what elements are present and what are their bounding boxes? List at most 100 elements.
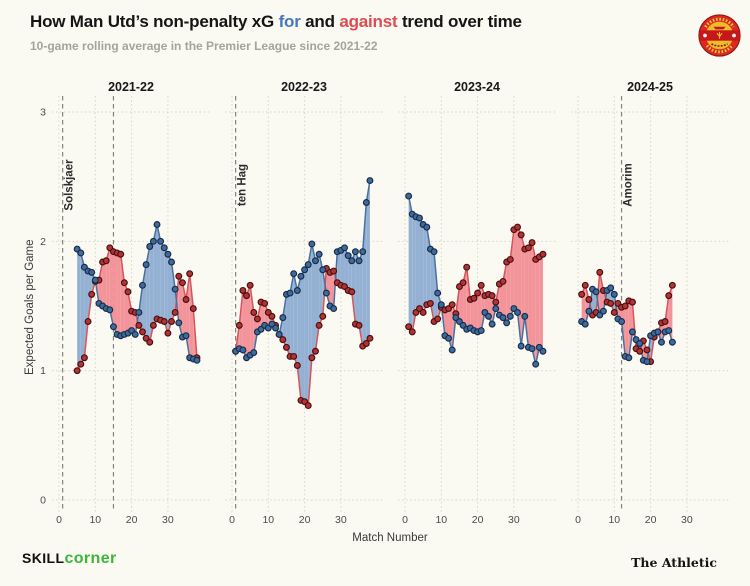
xg-for-point bbox=[521, 312, 529, 320]
xg-for-point bbox=[91, 276, 99, 284]
xg-for-point bbox=[506, 312, 514, 320]
xg-against-point bbox=[668, 281, 676, 289]
svg-text:10: 10 bbox=[608, 514, 620, 526]
xg-for-point bbox=[628, 328, 636, 336]
facet-2024-25: 0 10 20 30 2024-25 Amorim bbox=[571, 80, 729, 526]
svg-text:20: 20 bbox=[126, 514, 138, 526]
xg-for-point bbox=[445, 334, 453, 342]
xg-for-point bbox=[157, 237, 165, 245]
xg-against-point bbox=[189, 305, 197, 313]
xg-against-point bbox=[539, 250, 547, 258]
xg-for-point bbox=[286, 289, 294, 297]
xg-against-point bbox=[117, 250, 125, 258]
xg-for-point bbox=[625, 354, 633, 362]
xg-against-point bbox=[348, 288, 356, 296]
xg-for-point bbox=[160, 244, 168, 252]
season-label: 2023-24 bbox=[454, 80, 500, 94]
xg-against-point bbox=[330, 267, 338, 275]
xg-for-point bbox=[539, 347, 547, 355]
xg-against-point bbox=[279, 336, 287, 344]
xg-for-point bbox=[477, 327, 485, 335]
svg-text:30: 30 bbox=[335, 514, 347, 526]
xg-against-point bbox=[524, 244, 532, 252]
xg-for-point bbox=[164, 250, 172, 258]
xg-for-point bbox=[293, 287, 301, 294]
xg-for-point bbox=[341, 244, 349, 252]
xg-for-point bbox=[168, 258, 176, 266]
xg-for-point bbox=[636, 340, 644, 347]
season-label: 2024-25 bbox=[627, 80, 673, 94]
xg-against-point bbox=[665, 292, 673, 300]
xg-for-point bbox=[488, 320, 496, 328]
the-athletic-credit: The Athletic bbox=[631, 555, 717, 570]
xg-for-point bbox=[330, 305, 338, 313]
xg-against-point bbox=[419, 308, 427, 316]
title-prefix: How Man Utd’s non-penalty xG bbox=[30, 12, 279, 31]
xg-for-point bbox=[434, 289, 442, 297]
xg-for-point bbox=[171, 285, 179, 293]
xg-against-point bbox=[362, 340, 370, 347]
xg-against-point bbox=[73, 367, 81, 375]
xg-against-point bbox=[448, 301, 456, 309]
xg-for-point bbox=[175, 319, 183, 327]
xg-for-point bbox=[581, 320, 589, 328]
xg-against-point bbox=[488, 292, 496, 300]
svg-text:3: 3 bbox=[40, 107, 46, 119]
xg-against-point bbox=[578, 290, 586, 298]
xg-against-point bbox=[168, 318, 176, 325]
xg-for-point bbox=[319, 266, 327, 274]
xg-against-point bbox=[135, 321, 143, 329]
skillcorner-logo-skill: SKILL bbox=[22, 550, 65, 566]
title-for-word: for bbox=[278, 12, 301, 31]
xg-for-point bbox=[658, 338, 665, 346]
xg-against-point bbox=[628, 298, 636, 306]
xg-for-point bbox=[528, 345, 536, 353]
xg-against-point bbox=[164, 329, 172, 337]
xg-against-point bbox=[160, 318, 168, 325]
xg-against-point bbox=[282, 343, 290, 351]
xg-for-point bbox=[503, 319, 511, 327]
xg-against-point bbox=[178, 279, 186, 287]
xg-for-point bbox=[149, 237, 157, 245]
xg-against-point bbox=[120, 279, 128, 287]
xg-for-point bbox=[135, 308, 143, 316]
xg-against-point bbox=[607, 299, 615, 307]
xg-against-point bbox=[610, 308, 618, 316]
season-label: 2022-23 bbox=[281, 80, 327, 94]
xg-for-point bbox=[585, 307, 593, 315]
svg-text:0: 0 bbox=[229, 514, 235, 526]
xg-for-point bbox=[610, 290, 618, 298]
xg-for-point bbox=[312, 257, 319, 265]
xg-for-point bbox=[430, 248, 438, 256]
xg-against-point bbox=[308, 354, 316, 362]
xg-against-point bbox=[84, 318, 92, 325]
xg-for-point bbox=[362, 199, 370, 207]
xg-against-point bbox=[253, 315, 261, 323]
xg-against-point bbox=[171, 308, 179, 316]
xg-for-point bbox=[106, 306, 114, 314]
xg-for-point bbox=[643, 358, 651, 366]
xg-against-point bbox=[182, 296, 190, 304]
xg-for-point bbox=[366, 177, 374, 185]
xg-against-point bbox=[261, 299, 269, 307]
xg-for-point bbox=[492, 305, 500, 313]
manager-label: Amorim bbox=[623, 163, 635, 206]
xg-for-point bbox=[109, 323, 117, 331]
skillcorner-logo-corner: corner bbox=[64, 550, 117, 567]
manager-label: Solskjaer bbox=[64, 159, 76, 211]
xg-for-point bbox=[315, 250, 323, 258]
xg-for-point bbox=[250, 349, 258, 357]
xg-for-point bbox=[275, 330, 283, 338]
xg-for-point bbox=[77, 249, 85, 257]
xg-against-point bbox=[315, 321, 323, 329]
season-label: 2021-22 bbox=[108, 80, 154, 94]
xg-against-point bbox=[661, 318, 669, 325]
xg-against-point bbox=[319, 312, 327, 320]
xg-against-point bbox=[312, 347, 319, 355]
xg-for-point bbox=[193, 356, 201, 364]
xg-against-point bbox=[517, 231, 525, 239]
x-axis-label: Match Number bbox=[352, 532, 428, 544]
svg-text:10: 10 bbox=[89, 514, 101, 526]
xg-for-point bbox=[416, 214, 423, 222]
